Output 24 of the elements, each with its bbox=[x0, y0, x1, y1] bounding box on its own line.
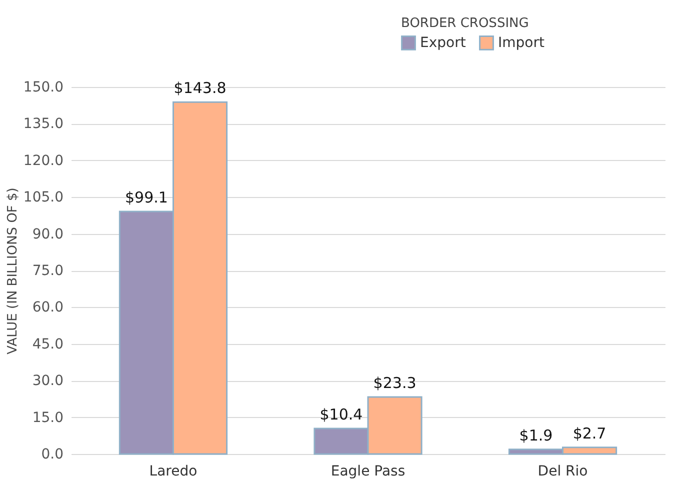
y-tick-label: 0.0 bbox=[41, 446, 64, 462]
y-axis-title: VALUE (IN BILLIONS OF $) bbox=[5, 188, 20, 354]
legend-label: Import bbox=[498, 34, 545, 51]
data-label: $10.4 bbox=[320, 406, 363, 424]
y-tick-label: 150.0 bbox=[23, 80, 64, 96]
data-label: $99.1 bbox=[124, 188, 168, 207]
data-label: $1.9 bbox=[519, 426, 553, 444]
y-tick-label: 30.0 bbox=[32, 373, 64, 390]
data-label: $143.8 bbox=[174, 79, 226, 98]
y-tick-label: 60.0 bbox=[32, 300, 64, 316]
data-label: $23.3 bbox=[373, 374, 416, 392]
y-tick-label: 105.0 bbox=[23, 190, 64, 206]
y-tick-label: 135.0 bbox=[23, 116, 64, 132]
x-tick-label: Eagle Pass bbox=[330, 464, 406, 480]
y-tick-label: 90.0 bbox=[32, 226, 64, 242]
y-tick-label: 45.0 bbox=[32, 336, 64, 352]
data-label: $2.7 bbox=[572, 424, 606, 442]
x-tick-label: Laredo bbox=[149, 464, 198, 480]
y-tick-label: 75.0 bbox=[32, 263, 64, 279]
x-tick-label: Del Rio bbox=[538, 464, 588, 480]
y-tick-label: 15.0 bbox=[32, 410, 64, 426]
y-tick-label: 120.0 bbox=[23, 152, 64, 169]
legend-title: BORDER CROSSING bbox=[401, 16, 529, 31]
legend-label: Export bbox=[420, 34, 466, 51]
